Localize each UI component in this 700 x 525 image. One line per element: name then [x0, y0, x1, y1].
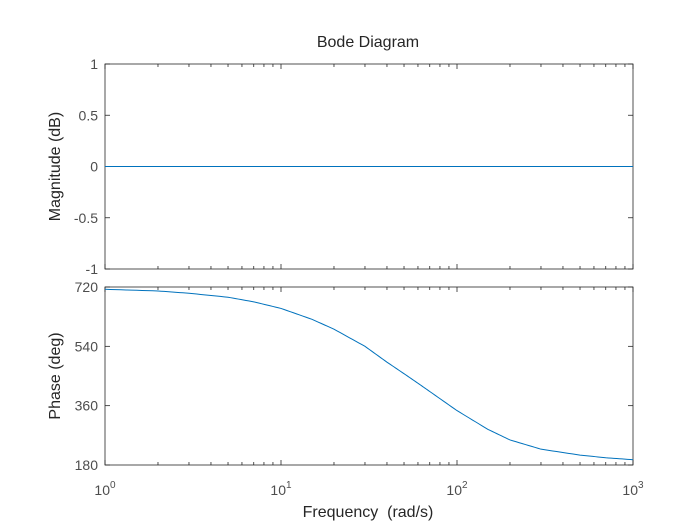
magnitude-ytick-label: 0.5 — [79, 107, 99, 123]
phase-ytick-label: 720 — [75, 279, 99, 295]
phase-ytick-label: 180 — [75, 457, 99, 473]
magnitude-ytick-label: -0.5 — [74, 210, 98, 226]
magnitude-ylabel: Magnitude (dB) — [47, 112, 64, 221]
magnitude-ytick-label: 0 — [90, 159, 98, 175]
x-tick-label: 100 — [94, 480, 116, 498]
phase-panel: 180 360 540 720 Phase (deg) — [47, 279, 634, 473]
x-tick-label: 102 — [446, 480, 468, 498]
magnitude-ytick-label: -1 — [86, 261, 99, 277]
magnitude-panel: -1 -0.5 0 0.5 1 Magnitude (dB) — [47, 56, 634, 277]
phase-ytick-label: 360 — [75, 398, 99, 414]
phase-line — [104, 288, 634, 461]
magnitude-ytick-label: 1 — [90, 56, 98, 72]
chart-title: Bode Diagram — [317, 34, 419, 51]
x-tick-label: 103 — [622, 480, 644, 498]
phase-axes-box — [104, 286, 634, 466]
x-axis-label: Frequency (rad/s) — [303, 504, 434, 521]
phase-ytick-label: 540 — [75, 338, 99, 354]
x-tick-label: 101 — [270, 480, 292, 498]
phase-ylabel: Phase (deg) — [47, 332, 64, 419]
